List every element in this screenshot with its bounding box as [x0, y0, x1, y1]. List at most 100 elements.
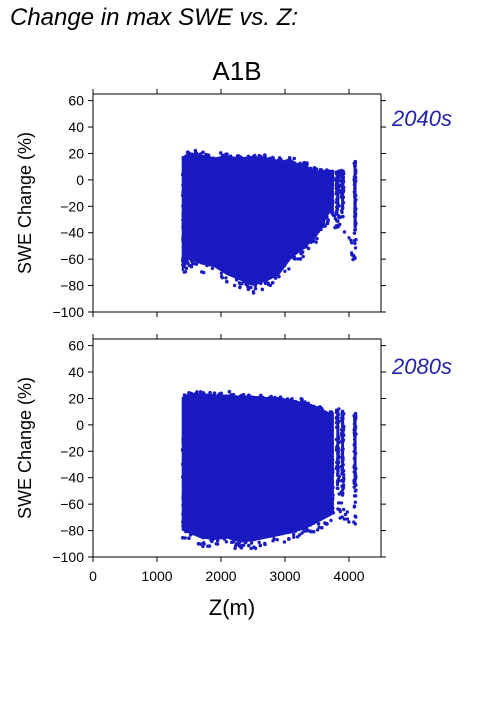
data-point: [326, 208, 330, 213]
data-point: [314, 240, 318, 244]
data-point: [260, 287, 265, 292]
y-tick-label: 20: [68, 145, 84, 161]
data-point: [328, 206, 332, 210]
data-point: [340, 215, 344, 219]
data-point: [219, 274, 224, 279]
data-point: [279, 265, 284, 269]
data-point: [347, 236, 351, 240]
data-point: [233, 274, 237, 278]
data-point: [306, 246, 311, 251]
data-point: [201, 150, 205, 155]
data-point: [332, 214, 337, 218]
data-point: [247, 543, 251, 548]
data-point: [226, 268, 231, 272]
period-label-2080s: 2080s: [392, 354, 452, 379]
data-point: [238, 285, 242, 290]
data-point: [283, 269, 287, 273]
data-point: [353, 241, 357, 246]
data-point: [245, 281, 249, 285]
data-point: [337, 216, 341, 220]
y-tick-label: −40: [60, 225, 84, 241]
data-point: [325, 215, 329, 220]
data-point: [268, 283, 273, 288]
data-point: [193, 258, 197, 262]
figure-title: Change in max SWE vs. Z:: [10, 4, 299, 31]
data-point: [333, 216, 338, 221]
plot-frame: [92, 93, 382, 313]
data-point: [227, 389, 232, 394]
data-point: [352, 238, 357, 243]
data-point: [283, 263, 287, 267]
data-point: [340, 204, 345, 209]
data-point: [302, 160, 307, 165]
data-point: [202, 270, 206, 275]
data-point: [299, 251, 303, 256]
data-point: [325, 211, 330, 215]
scenario-title: A1B: [212, 56, 262, 86]
data-point: [235, 154, 240, 158]
data-point: [210, 266, 215, 271]
data-point: [325, 168, 329, 172]
data-point: [251, 291, 256, 295]
data-point: [253, 286, 258, 291]
data-point: [233, 546, 237, 551]
data-point: [185, 260, 189, 264]
data-point: [350, 253, 354, 257]
y-axis-label: SWE Change (%): [15, 132, 35, 274]
data-point: [333, 225, 337, 230]
data-point: [322, 222, 326, 226]
data-point: [303, 245, 307, 249]
data-point: [219, 271, 224, 275]
data-point: [325, 221, 330, 226]
data-point: [257, 277, 261, 281]
data-point: [350, 241, 354, 245]
data-point: [311, 529, 316, 534]
data-point: [182, 270, 186, 274]
data-point: [277, 274, 281, 279]
data-point: [232, 283, 237, 288]
data-point: [249, 285, 253, 290]
data-point: [192, 262, 196, 266]
data-point: [353, 246, 358, 250]
data-point: [246, 284, 250, 289]
data-point: [316, 522, 321, 526]
data-point: [298, 248, 302, 252]
data-point: [305, 239, 310, 243]
data-point: [326, 218, 330, 222]
y-tick-label: 60: [68, 93, 84, 109]
scatter-points-2080s: [180, 389, 358, 551]
data-point: [352, 231, 357, 235]
data-point: [305, 161, 309, 165]
data-point: [216, 265, 220, 270]
data-point: [335, 208, 339, 213]
data-point: [319, 224, 323, 229]
data-point: [187, 252, 191, 257]
data-point: [353, 161, 358, 165]
data-point: [224, 276, 228, 280]
data-point: [309, 240, 313, 244]
data-point: [315, 236, 319, 241]
period-label-2040s: 2040s: [392, 106, 452, 131]
data-point: [287, 156, 292, 160]
data-point: [351, 257, 355, 262]
y-tick-label: 0: [76, 172, 84, 188]
data-point: [292, 156, 297, 161]
data-point: [287, 267, 291, 271]
data-point: [271, 155, 275, 160]
data-point: [211, 261, 216, 265]
data-point: [212, 391, 217, 396]
data-point: [292, 255, 296, 259]
data-point: [248, 281, 253, 286]
data-point: [337, 169, 341, 173]
data-point: [263, 153, 267, 157]
data-point: [301, 254, 305, 259]
data-point: [180, 536, 185, 540]
data-point: [237, 281, 242, 285]
y-tick-label: −100: [52, 304, 84, 320]
data-point: [221, 268, 225, 272]
data-point: [342, 230, 347, 234]
data-point: [277, 269, 281, 274]
